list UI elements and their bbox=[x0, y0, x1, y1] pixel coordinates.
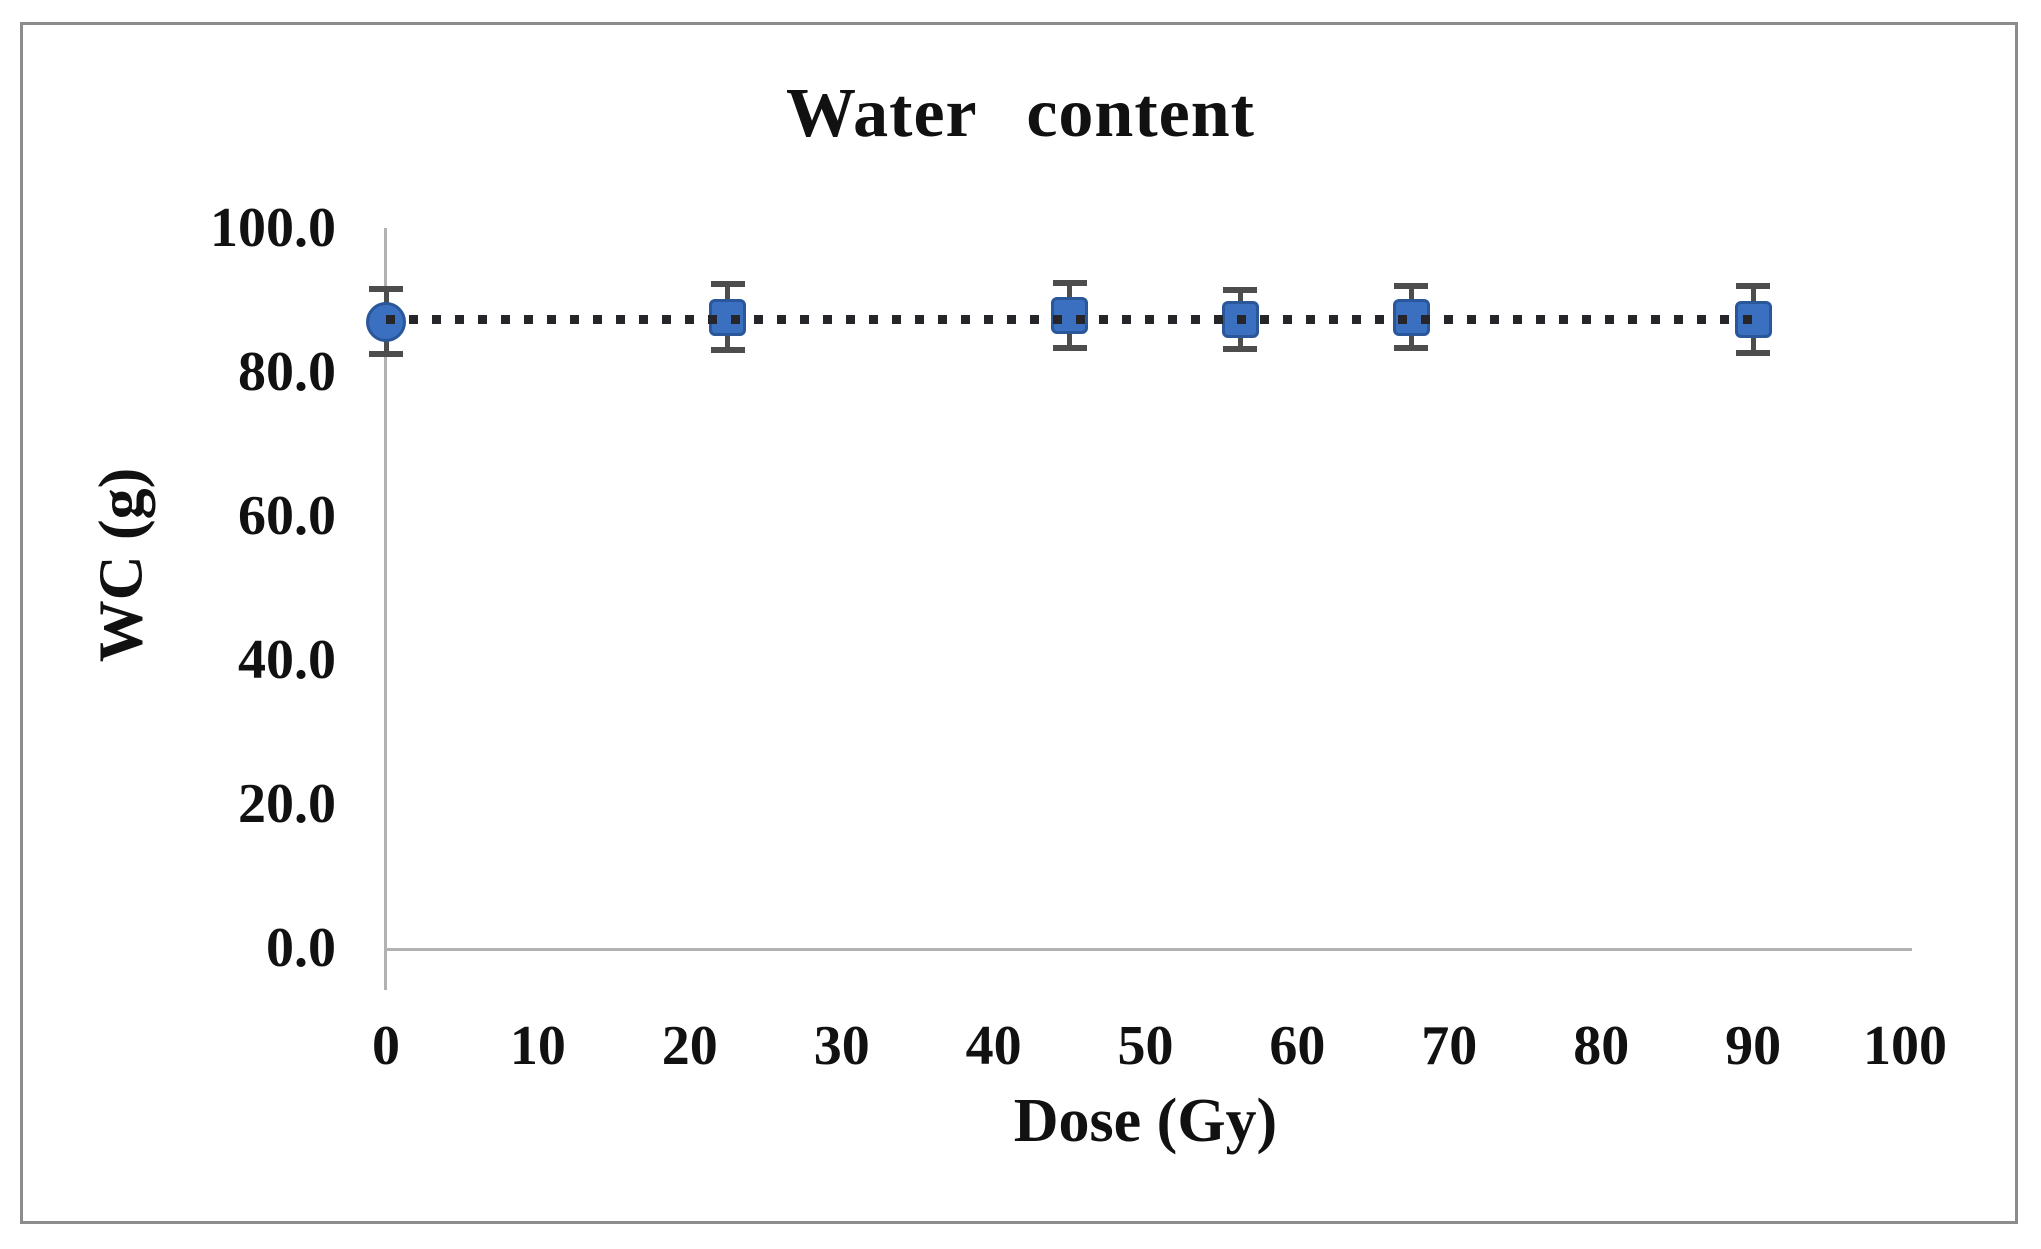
y-tick-label: 60.0 bbox=[238, 485, 336, 547]
error-bar-cap bbox=[710, 347, 745, 354]
y-tick-label: 20.0 bbox=[238, 773, 336, 835]
error-bar-cap bbox=[369, 351, 403, 357]
error-bar-cap bbox=[1394, 345, 1429, 352]
error-bar-cap bbox=[1736, 283, 1771, 290]
chart-title: Water content bbox=[786, 75, 1255, 152]
x-axis-title: Dose (Gy) bbox=[1013, 1087, 1278, 1155]
x-axis-line bbox=[384, 948, 1912, 951]
x-tick-label: 100 bbox=[1863, 1015, 1947, 1077]
x-tick-label: 90 bbox=[1725, 1015, 1782, 1077]
y-axis-line bbox=[384, 228, 387, 990]
x-tick-label: 10 bbox=[509, 1015, 566, 1077]
error-bar-cap bbox=[369, 286, 403, 293]
y-tick-label: 80.0 bbox=[238, 341, 336, 403]
error-bar-cap bbox=[710, 281, 745, 288]
y-tick-label: 40.0 bbox=[238, 629, 336, 691]
x-tick-label: 30 bbox=[813, 1015, 870, 1077]
x-tick-label: 0 bbox=[372, 1015, 400, 1077]
figure-border bbox=[20, 22, 2018, 1224]
error-bar-cap bbox=[1052, 279, 1087, 286]
x-tick-label: 50 bbox=[1117, 1015, 1174, 1077]
y-tick-label: 100.0 bbox=[210, 197, 336, 259]
x-tick-label: 20 bbox=[661, 1015, 718, 1077]
error-bar-cap bbox=[1052, 344, 1087, 351]
dotted-trendline bbox=[386, 314, 1754, 324]
error-bar-cap bbox=[1223, 345, 1258, 352]
x-tick-label: 80 bbox=[1573, 1015, 1630, 1077]
error-bar-cap bbox=[1394, 283, 1429, 290]
x-tick-label: 40 bbox=[965, 1015, 1022, 1077]
x-tick-label: 70 bbox=[1421, 1015, 1478, 1077]
x-tick-label: 60 bbox=[1269, 1015, 1326, 1077]
y-tick-label: 0.0 bbox=[266, 917, 336, 979]
error-bar-cap bbox=[1736, 349, 1771, 356]
error-bar-cap bbox=[1223, 286, 1258, 293]
